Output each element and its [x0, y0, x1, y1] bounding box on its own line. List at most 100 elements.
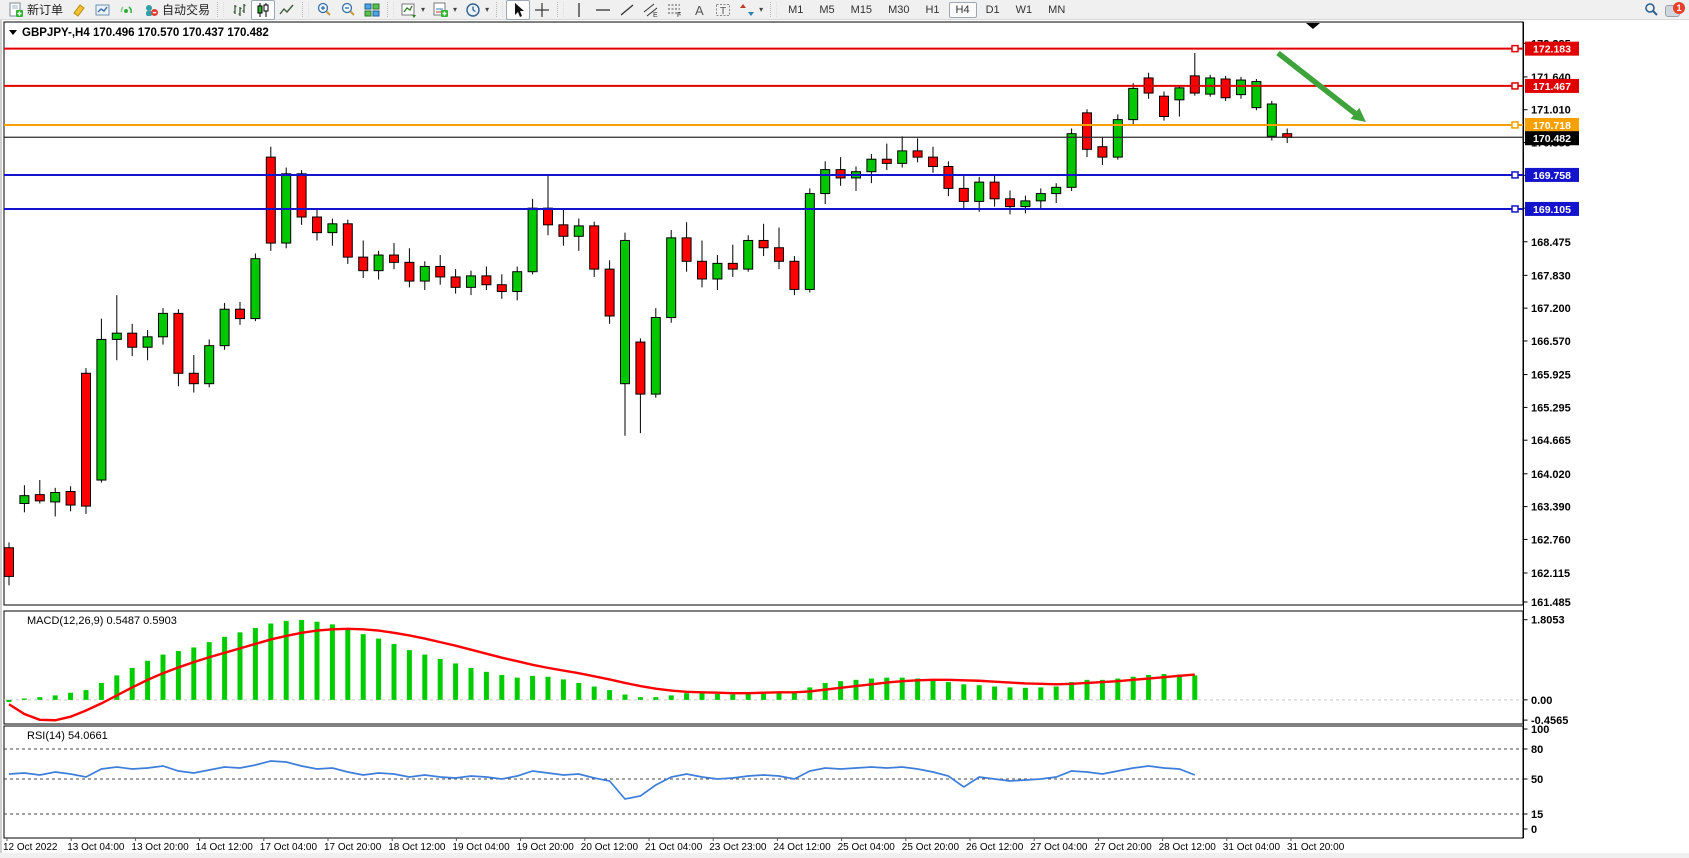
signal-button[interactable] — [115, 0, 139, 20]
new-order-icon — [8, 2, 24, 18]
svg-text:171.010: 171.010 — [1531, 105, 1571, 117]
price-line-172.183[interactable] — [4, 44, 1523, 53]
svg-text:171.467: 171.467 — [1533, 81, 1571, 93]
vertical-line-button[interactable] — [567, 0, 591, 20]
profile-charts-button[interactable]: ▾ — [397, 0, 429, 20]
svg-text:1.8053: 1.8053 — [1531, 615, 1565, 627]
timeframe-button-M1[interactable]: M1 — [788, 3, 804, 16]
autotrading-button[interactable]: 自动交易 — [139, 0, 214, 20]
candle-body — [127, 332, 138, 348]
horizontal-line-button[interactable] — [591, 0, 615, 20]
svg-text:166.570: 166.570 — [1531, 336, 1571, 348]
candle-body — [142, 336, 153, 348]
timeframe-button-H1[interactable]: H1 — [925, 3, 940, 16]
price-line-171.467[interactable] — [4, 82, 1523, 90]
dropdown-caret-icon: ▾ — [759, 5, 764, 14]
svg-text:31 Oct 20:00: 31 Oct 20:00 — [1287, 842, 1345, 853]
chart-cloud-button[interactable] — [91, 0, 115, 20]
zoom-out-icon — [340, 2, 356, 18]
candle-body — [697, 260, 707, 280]
macd-histogram-bar — [745, 693, 751, 700]
candle-body — [558, 224, 569, 237]
svg-text:27 Oct 20:00: 27 Oct 20:00 — [1094, 842, 1152, 853]
macd-histogram-bar — [1053, 686, 1059, 700]
timeframe-button-M5[interactable]: M5 — [819, 3, 835, 16]
candle-body — [1220, 78, 1231, 99]
timeframe-button-D1[interactable]: D1 — [985, 3, 1000, 16]
channel-button[interactable]: E — [639, 0, 663, 20]
candle-body — [589, 225, 600, 270]
toolbar-separator — [387, 2, 395, 17]
macd-histogram-bar — [607, 690, 613, 700]
svg-text:167.200: 167.200 — [1531, 303, 1571, 315]
timeframe-button-MN[interactable]: MN — [1048, 3, 1066, 16]
cursor-button[interactable] — [506, 0, 531, 20]
bar-chart-button[interactable] — [227, 0, 251, 20]
zoom-in-button[interactable] — [312, 0, 336, 20]
label-letter: T — [720, 6, 726, 17]
price-line-169.105[interactable] — [4, 205, 1523, 213]
notification-count-badge: 1 — [1673, 1, 1685, 14]
text-button[interactable]: A — [687, 0, 711, 20]
candle-body — [774, 247, 784, 262]
chart-canvas[interactable]: 172.285171.640171.010170.380169.750169.1… — [0, 20, 1689, 858]
chart-shift-marker[interactable] — [1306, 23, 1320, 29]
timeframe-button-H4[interactable]: H4 — [948, 1, 977, 18]
symbol-dropdown-icon[interactable] — [9, 30, 17, 35]
line-chart-button[interactable] — [275, 0, 299, 20]
candlestick-series — [4, 52, 1293, 586]
macd-histogram-bar — [6, 699, 12, 703]
candle-body — [466, 275, 476, 288]
price-line-badge-171.467: 171.467 — [1525, 78, 1579, 93]
price-line-169.758[interactable] — [4, 171, 1523, 179]
main-price-panel[interactable] — [3, 21, 1524, 606]
candle-body — [897, 150, 908, 164]
macd-histogram-bar — [1007, 687, 1013, 700]
arrows-button[interactable]: ▾ — [735, 0, 767, 20]
text-label-icon: T — [715, 2, 731, 18]
candle-body — [681, 237, 692, 262]
svg-text:50: 50 — [1531, 774, 1543, 786]
macd-panel[interactable] — [3, 610, 1524, 725]
svg-text:15: 15 — [1531, 809, 1543, 821]
candle-body — [389, 254, 399, 263]
market-watch-button[interactable] — [67, 0, 91, 20]
periods-button[interactable]: ▾ — [461, 0, 493, 20]
tile-windows-icon — [364, 2, 380, 18]
channel-icon: E — [643, 2, 659, 19]
timeframe-button-M30[interactable]: M30 — [888, 3, 910, 16]
macd-histogram-bar — [98, 682, 104, 700]
price-line-170.718[interactable] — [4, 121, 1523, 129]
tile-windows-button[interactable] — [360, 0, 384, 20]
zoom-out-button[interactable] — [336, 0, 360, 20]
svg-text:13 Oct 20:00: 13 Oct 20:00 — [131, 842, 189, 853]
svg-text:165.925: 165.925 — [1531, 370, 1571, 382]
trend-arrow-annotation[interactable] — [1276, 50, 1366, 122]
candle-body — [512, 271, 523, 292]
current-price-badge: 170.482 — [1525, 131, 1579, 146]
new-order-button[interactable]: 新订单 — [4, 0, 67, 20]
notifications-button[interactable]: 1 — [1665, 1, 1685, 18]
svg-text:165.295: 165.295 — [1531, 402, 1571, 414]
cursor-icon — [510, 2, 526, 18]
candle-body — [1020, 200, 1031, 208]
indicators-button[interactable]: ▾ — [429, 0, 461, 20]
search-icon[interactable] — [1643, 2, 1659, 18]
rsi-label: RSI(14) 54.0661 — [27, 730, 108, 742]
svg-text:164.020: 164.020 — [1531, 469, 1571, 481]
timeframe-button-W1[interactable]: W1 — [1015, 3, 1033, 16]
arrows-icon — [739, 2, 755, 18]
rsi-panel[interactable] — [3, 725, 1524, 839]
candle-body — [727, 262, 738, 270]
text-label-button[interactable]: T — [711, 0, 735, 20]
candlestick-chart-button[interactable] — [251, 0, 276, 20]
fibonacci-button[interactable]: F — [663, 0, 687, 20]
crosshair-button[interactable] — [530, 0, 554, 20]
trendline-button[interactable] — [615, 0, 639, 20]
macd-histogram-bar — [699, 693, 705, 700]
timeframe-button-M15[interactable]: M15 — [850, 3, 873, 16]
rsi-line — [8, 760, 1196, 800]
macd-histogram-bar — [560, 679, 566, 700]
candle-body — [250, 258, 261, 320]
candle-body — [1005, 198, 1015, 208]
